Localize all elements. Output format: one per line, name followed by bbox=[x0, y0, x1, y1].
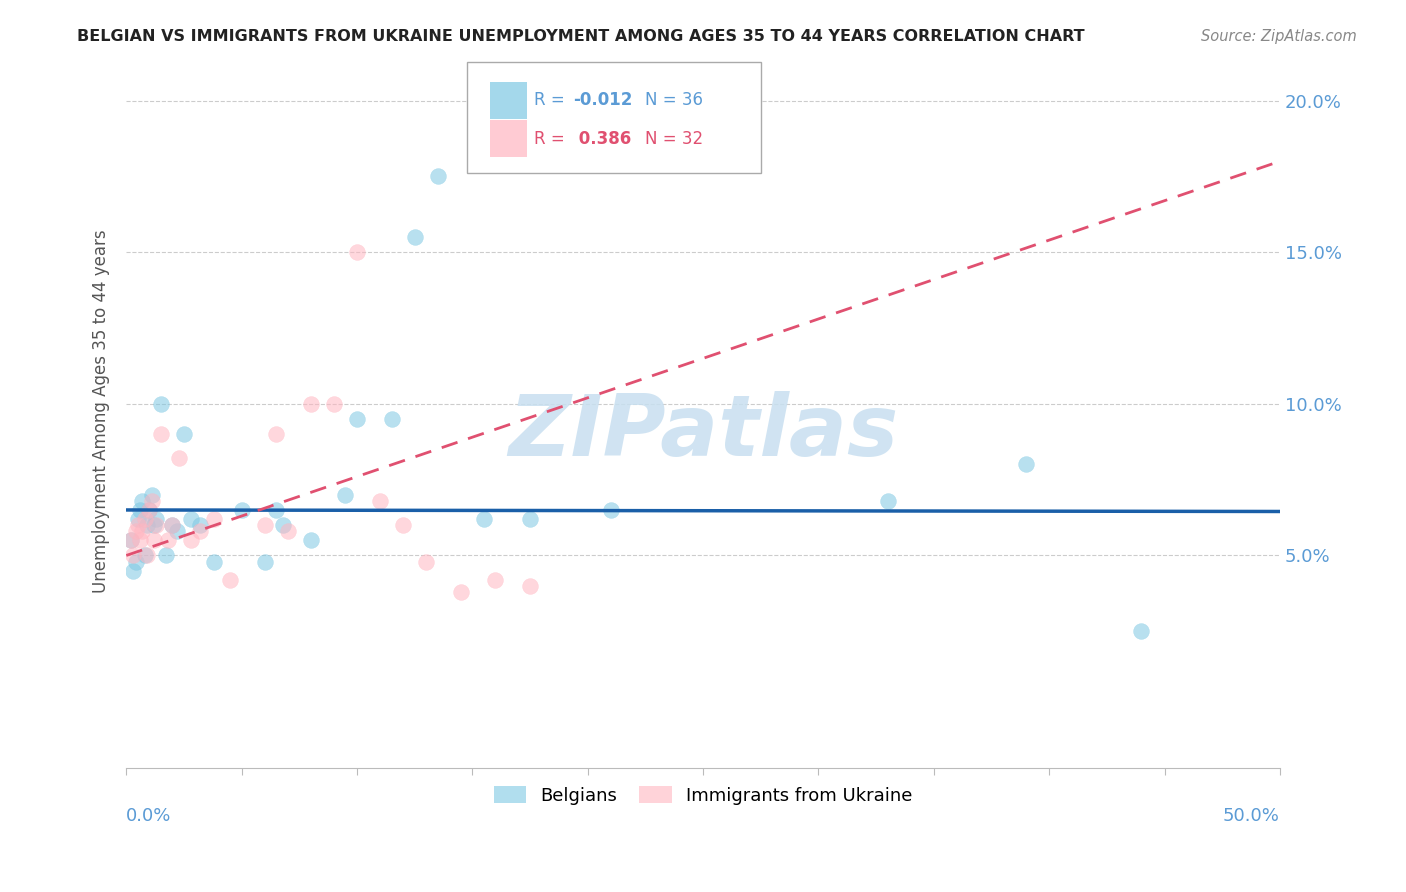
Point bbox=[264, 427, 287, 442]
Point bbox=[136, 549, 159, 563]
Point bbox=[180, 533, 202, 548]
Point bbox=[253, 518, 276, 533]
Text: BELGIAN VS IMMIGRANTS FROM UKRAINE UNEMPLOYMENT AMONG AGES 35 TO 44 YEARS CORREL: BELGIAN VS IMMIGRANTS FROM UKRAINE UNEMP… bbox=[77, 29, 1085, 44]
Point bbox=[136, 518, 159, 533]
Text: N = 32: N = 32 bbox=[645, 129, 703, 148]
Text: -0.012: -0.012 bbox=[572, 91, 633, 109]
Point bbox=[484, 573, 506, 587]
Text: N = 36: N = 36 bbox=[645, 91, 703, 109]
Point bbox=[426, 169, 449, 184]
Point bbox=[145, 518, 167, 533]
Point bbox=[120, 533, 142, 548]
Point bbox=[131, 494, 153, 508]
Legend: Belgians, Immigrants from Ukraine: Belgians, Immigrants from Ukraine bbox=[486, 779, 920, 812]
Text: 50.0%: 50.0% bbox=[1223, 807, 1279, 825]
Point bbox=[149, 397, 172, 411]
Point bbox=[202, 512, 225, 526]
Point bbox=[155, 549, 177, 563]
Point bbox=[876, 494, 898, 508]
Point bbox=[120, 533, 142, 548]
Point bbox=[346, 245, 368, 260]
Point bbox=[145, 512, 167, 526]
Text: Source: ZipAtlas.com: Source: ZipAtlas.com bbox=[1201, 29, 1357, 44]
Point bbox=[277, 524, 299, 539]
Text: 0.386: 0.386 bbox=[572, 129, 631, 148]
Point bbox=[149, 427, 172, 442]
Point bbox=[143, 533, 166, 548]
Y-axis label: Unemployment Among Ages 35 to 44 years: Unemployment Among Ages 35 to 44 years bbox=[93, 229, 110, 593]
Point bbox=[188, 524, 211, 539]
Point bbox=[323, 397, 346, 411]
Point bbox=[188, 518, 211, 533]
Point bbox=[134, 512, 156, 526]
Point bbox=[141, 488, 163, 502]
Point bbox=[143, 518, 166, 533]
Point bbox=[368, 494, 391, 508]
Point bbox=[129, 533, 152, 548]
Point bbox=[134, 549, 156, 563]
Point bbox=[138, 503, 160, 517]
Point bbox=[162, 518, 184, 533]
Point bbox=[519, 579, 541, 593]
FancyBboxPatch shape bbox=[489, 82, 527, 119]
Point bbox=[253, 555, 276, 569]
Point bbox=[169, 451, 191, 466]
Point bbox=[124, 524, 146, 539]
Point bbox=[450, 584, 472, 599]
Point bbox=[131, 524, 153, 539]
Point bbox=[162, 518, 184, 533]
Point bbox=[346, 412, 368, 426]
Point bbox=[124, 555, 146, 569]
Point bbox=[599, 503, 621, 517]
Text: ZIPatlas: ZIPatlas bbox=[508, 392, 898, 475]
Point bbox=[519, 512, 541, 526]
Text: 0.0%: 0.0% bbox=[127, 807, 172, 825]
Point bbox=[472, 512, 495, 526]
Point bbox=[404, 230, 426, 244]
Point bbox=[299, 533, 322, 548]
Point bbox=[392, 518, 415, 533]
FancyBboxPatch shape bbox=[467, 62, 761, 173]
Point bbox=[156, 533, 179, 548]
Point bbox=[173, 427, 195, 442]
Point bbox=[141, 494, 163, 508]
Point bbox=[122, 564, 145, 578]
Point bbox=[129, 503, 152, 517]
Point bbox=[122, 549, 145, 563]
Point bbox=[264, 503, 287, 517]
Point bbox=[271, 518, 294, 533]
Point bbox=[180, 512, 202, 526]
Point bbox=[299, 397, 322, 411]
Text: R =: R = bbox=[533, 129, 569, 148]
Point bbox=[127, 512, 149, 526]
Point bbox=[335, 488, 357, 502]
Point bbox=[127, 518, 149, 533]
Point bbox=[166, 524, 188, 539]
Point bbox=[138, 503, 160, 517]
Point bbox=[1130, 624, 1153, 639]
Point bbox=[1015, 458, 1038, 472]
Point bbox=[381, 412, 404, 426]
Point bbox=[231, 503, 253, 517]
Point bbox=[415, 555, 437, 569]
FancyBboxPatch shape bbox=[489, 120, 527, 157]
Point bbox=[219, 573, 242, 587]
Point bbox=[202, 555, 225, 569]
Text: R =: R = bbox=[533, 91, 569, 109]
